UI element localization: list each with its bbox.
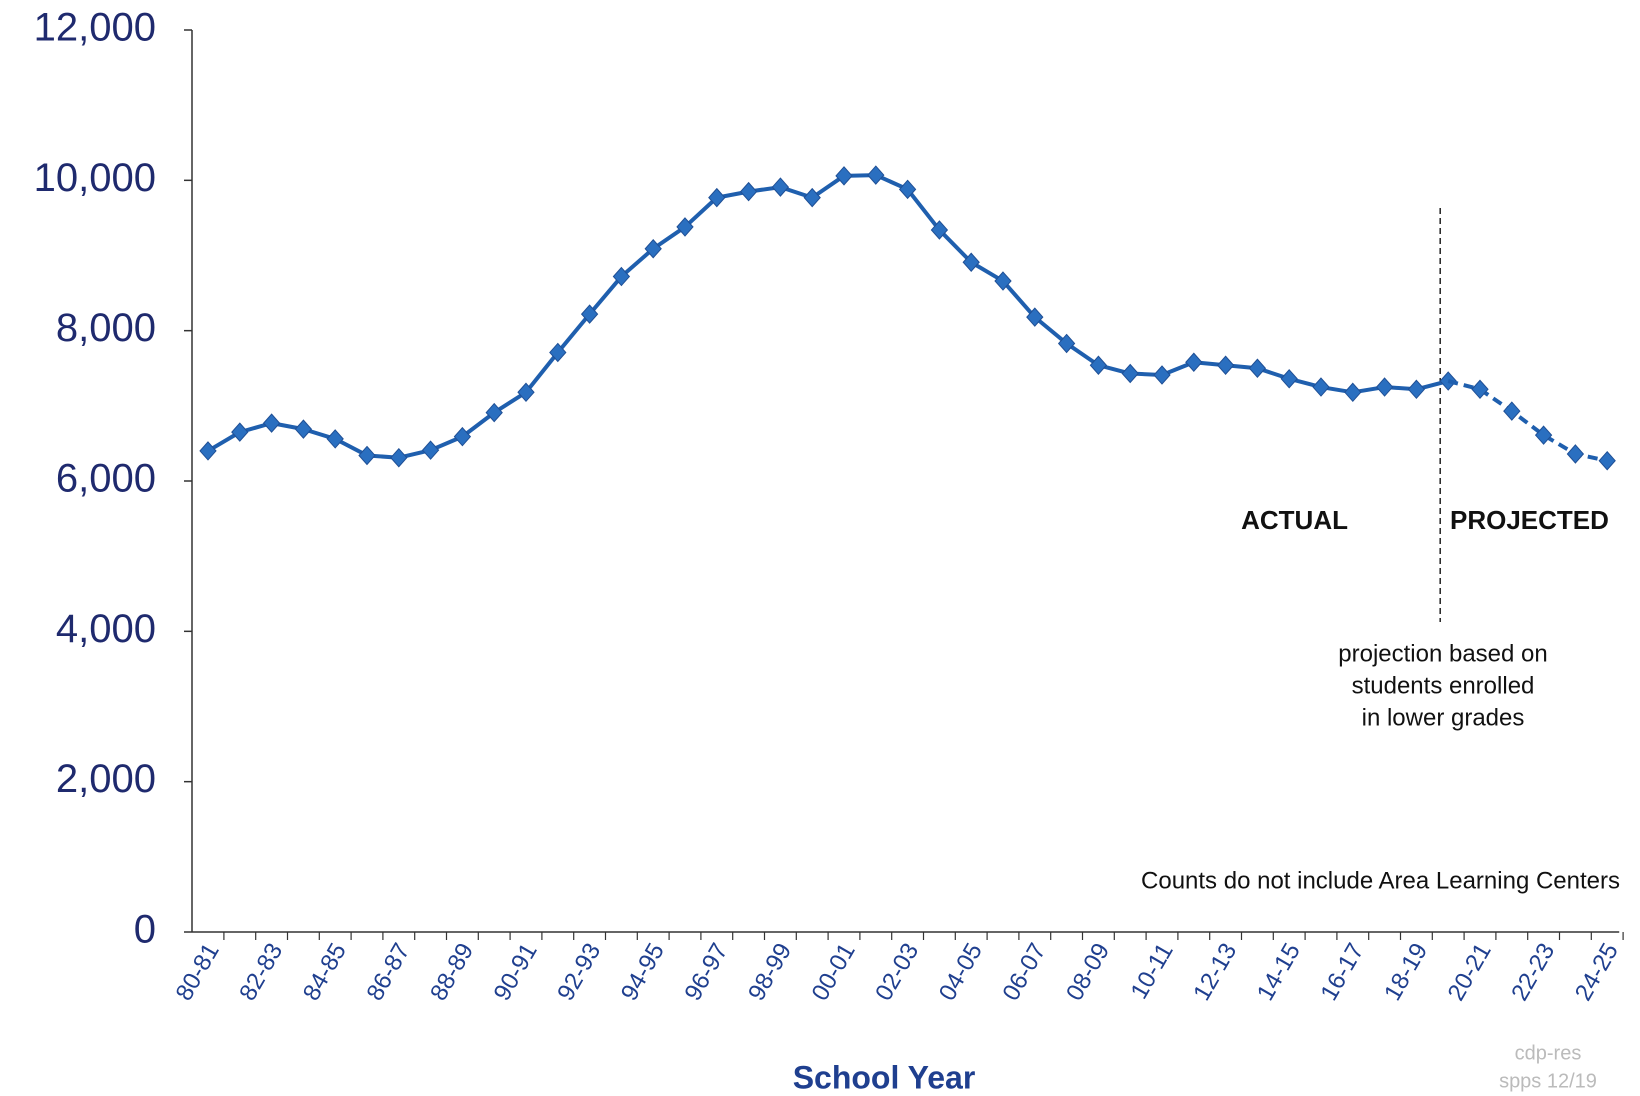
series-line: [1478, 387, 1608, 463]
marker: [1057, 333, 1076, 354]
marker: [676, 217, 694, 237]
x-tick-label: 86-87: [361, 939, 415, 1006]
marker: [1248, 358, 1267, 379]
marker: [930, 220, 949, 240]
marker: [549, 342, 567, 363]
x-tick-label: 14-15: [1252, 939, 1306, 1006]
x-tick-label: 10-11: [1126, 939, 1179, 1004]
marker: [1121, 363, 1139, 384]
x-tick-label: 02-03: [870, 939, 924, 1006]
x-tick-label: 08-09: [1061, 939, 1115, 1006]
x-tick-label: 18-19: [1379, 939, 1433, 1006]
marker: [898, 179, 917, 200]
x-tick-label: 98-99: [743, 939, 797, 1006]
marker: [358, 445, 376, 466]
x-tick-label: 16-17: [1315, 939, 1369, 1006]
note: in lower grades: [1362, 704, 1525, 731]
marker: [835, 166, 853, 186]
y-tick-label: 10,000: [34, 156, 156, 200]
x-tick-label: 84-85: [298, 939, 352, 1006]
marker: [994, 271, 1012, 291]
note: students enrolled: [1352, 672, 1535, 699]
y-tick-label: 8,000: [56, 306, 156, 350]
marker: [1026, 307, 1044, 327]
x-tick-label: 24-25: [1570, 939, 1624, 1006]
marker: [1280, 369, 1298, 389]
x-tick-label: 04-05: [934, 939, 988, 1006]
x-tick-label: 88-89: [425, 939, 479, 1006]
footnote: Counts do not include Area Learning Cent…: [1141, 867, 1620, 894]
marker: [1471, 379, 1489, 400]
marker: [771, 177, 790, 197]
y-tick-label: 12,000: [34, 6, 156, 50]
x-tick-label: 80-81: [171, 939, 225, 1006]
marker: [962, 252, 980, 273]
marker: [612, 266, 631, 287]
x-tick-label: 82-83: [234, 939, 288, 1006]
marker: [803, 187, 821, 208]
marker: [1503, 401, 1521, 421]
y-tick-label: 4,000: [56, 607, 156, 651]
marker: [294, 419, 313, 439]
marker: [199, 441, 217, 461]
marker: [739, 181, 758, 202]
x-tick-label: 92-93: [552, 939, 606, 1006]
marker: [1439, 371, 1457, 391]
marker: [1375, 377, 1394, 397]
watermark: spps 12/19: [1499, 1070, 1597, 1092]
marker: [453, 426, 472, 447]
marker: [1534, 425, 1553, 445]
marker: [1185, 352, 1203, 372]
x-tick-label: 06-07: [997, 939, 1051, 1006]
marker: [326, 429, 344, 449]
y-tick-label: 2,000: [56, 757, 156, 801]
marker: [1407, 379, 1426, 400]
marker: [867, 165, 885, 185]
marker: [1598, 450, 1616, 471]
marker: [1153, 365, 1171, 385]
note: projection based on: [1338, 640, 1547, 667]
x-tick-label: 20-21: [1443, 939, 1497, 1006]
marker: [1566, 444, 1585, 464]
marker: [517, 382, 535, 403]
marker: [1344, 382, 1362, 403]
x-tick-label: 94-95: [616, 939, 670, 1006]
y-tick-label: 6,000: [56, 457, 156, 501]
y-tick-label: 0: [134, 908, 156, 952]
marker: [231, 422, 249, 442]
x-tick-label: 96-97: [679, 939, 733, 1006]
watermark: cdp-res: [1515, 1042, 1582, 1064]
marker: [390, 447, 408, 468]
marker: [1216, 355, 1235, 375]
x-tick-label: 90-91: [489, 939, 543, 1006]
projected-label: PROJECTED: [1450, 505, 1609, 535]
projection-link: [1447, 379, 1481, 392]
series-line: [206, 173, 1449, 460]
marker: [644, 238, 662, 259]
marker: [262, 413, 281, 433]
marker: [1312, 377, 1330, 397]
actual-label: ACTUAL: [1241, 505, 1348, 535]
x-tick-label: 00-01: [807, 939, 861, 1006]
marker: [580, 304, 599, 324]
marker: [485, 402, 503, 423]
x-tick-label: 22-23: [1506, 939, 1560, 1006]
x-tick-label: 12-13: [1188, 939, 1242, 1006]
marker: [1089, 355, 1108, 375]
x-axis-title: School Year: [793, 1059, 976, 1095]
marker: [708, 187, 726, 208]
marker: [421, 440, 440, 460]
